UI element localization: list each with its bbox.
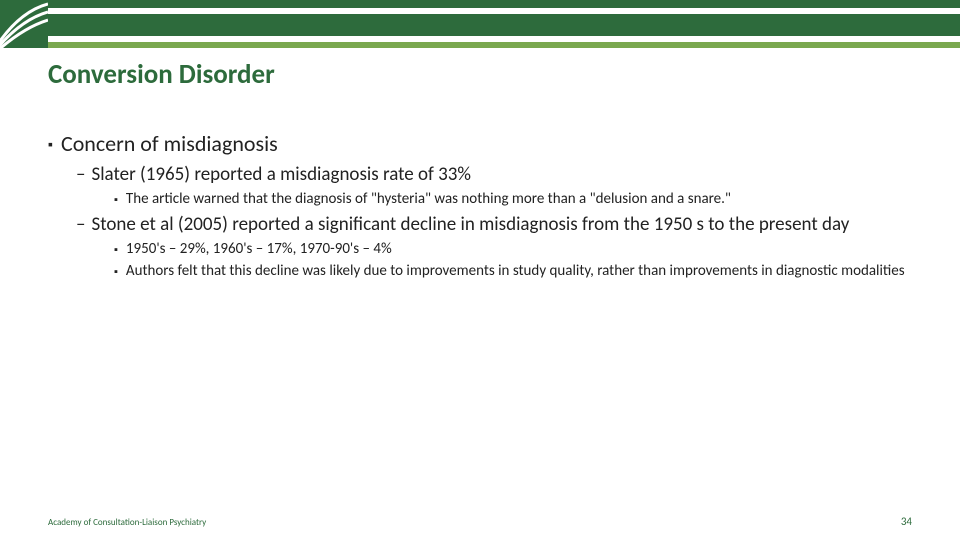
bullet-lvl1: ▪ Concern of misdiagnosis [48, 130, 912, 157]
logo-icon [0, 0, 48, 48]
square-bullet-icon: ▪ [114, 265, 118, 281]
slide: Conversion Disorder ▪ Concern of misdiag… [0, 0, 960, 540]
square-bullet-icon: ▪ [48, 136, 53, 157]
header-bar-top [48, 0, 960, 8]
slide-title: Conversion Disorder [48, 58, 275, 91]
bullet-lvl2: – Slater (1965) reported a misdiagnosis … [76, 163, 912, 187]
square-bullet-icon: ▪ [114, 243, 118, 259]
header-bar-low [48, 42, 960, 48]
bullet-text: The article warned that the diagnosis of… [126, 189, 731, 209]
bullet-text: Concern of misdiagnosis [61, 130, 278, 157]
bullet-text: Stone et al (2005) reported a significan… [91, 213, 849, 237]
bullet-lvl2: – Stone et al (2005) reported a signific… [76, 213, 912, 237]
slide-content: ▪ Concern of misdiagnosis – Slater (1965… [48, 130, 912, 283]
bullet-lvl3: ▪ 1950's – 29%, 1960's – 17%, 1970-90's … [114, 239, 912, 259]
bullet-lvl3: ▪ Authors felt that this decline was lik… [114, 261, 912, 281]
bullet-text: 1950's – 29%, 1960's – 17%, 1970-90's – … [126, 239, 392, 259]
dash-bullet-icon: – [76, 163, 85, 187]
bullet-lvl3: ▪ The article warned that the diagnosis … [114, 189, 912, 209]
dash-bullet-icon: – [76, 213, 85, 237]
page-number: 34 [901, 515, 912, 528]
bullet-text: Slater (1965) reported a misdiagnosis ra… [91, 163, 471, 187]
square-bullet-icon: ▪ [114, 193, 118, 209]
bullet-text: Authors felt that this decline was likel… [126, 261, 905, 281]
header-bar-mid [48, 14, 960, 36]
footer-org: Academy of Consultation-Liaison Psychiat… [48, 517, 206, 528]
